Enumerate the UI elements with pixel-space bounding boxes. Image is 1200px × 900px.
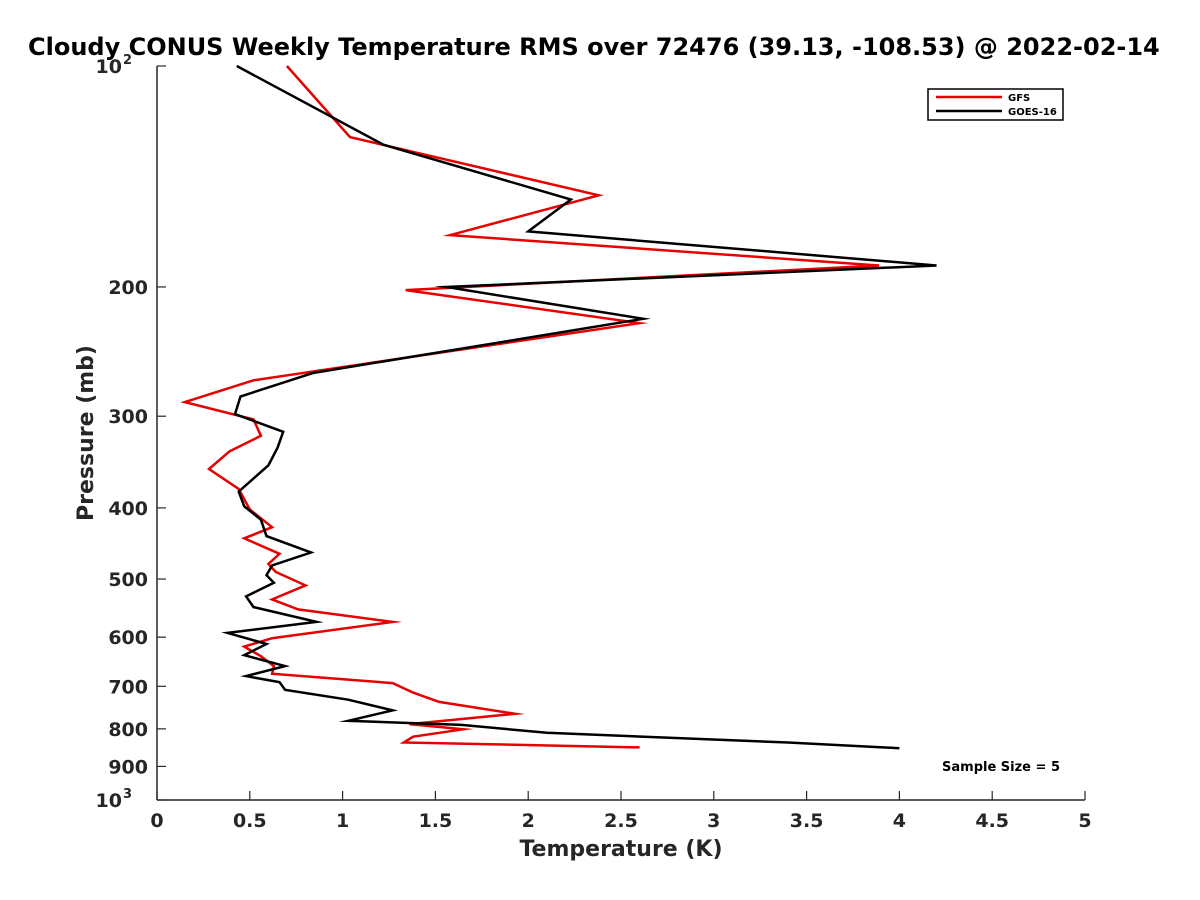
x-tick-label: 1 [336,810,349,832]
x-tick-label: 2 [522,810,535,832]
y-tick-exponent: 2 [123,53,132,68]
x-tick-label: 0.5 [233,810,267,832]
series-line-gfs [180,65,880,749]
y-tick-label: 200 [108,277,148,299]
x-tick-label: 2.5 [604,810,638,832]
y-tick-label: 10 [96,56,122,78]
y-tick-label: 600 [108,627,148,649]
x-tick-label: 4.5 [975,810,1009,832]
y-tick-exponent: 3 [123,787,132,802]
chart-title: Cloudy CONUS Weekly Temperature RMS over… [28,33,1160,61]
legend: GFS GOES-16 [927,88,1064,121]
axes: 0 0.5 1 1.5 2 2.5 3 3.5 4 4.5 510 22003004005006007… [96,53,1092,832]
x-tick-label: 3 [707,810,720,832]
y-tick-label: 700 [108,676,148,698]
sample-size-annotation: Sample Size = 5 [942,760,1060,775]
x-tick-label: 1.5 [419,810,453,832]
x-tick-label: 3.5 [790,810,824,832]
x-tick-label: 0 [150,810,163,832]
y-tick-label: 400 [108,498,148,520]
series-line-goes-16 [221,64,937,750]
y-axis-label: Pressure (mb) [74,345,99,521]
y-tick-label: 300 [108,406,148,428]
y-tick-label: 500 [108,569,148,591]
y-tick-label: 900 [108,756,148,778]
legend-label-gfs: GFS [1008,93,1030,104]
legend-label-goes-16: GOES-16 [1008,107,1057,118]
x-tick-label: 4 [893,810,906,832]
y-tick-label: 10 [96,790,122,812]
y-tick-label: 800 [108,719,148,741]
x-axis-label: Temperature (K) [519,837,722,862]
legend-box [927,88,1064,121]
x-tick-label: 5 [1078,810,1091,832]
series-layer [180,64,937,750]
